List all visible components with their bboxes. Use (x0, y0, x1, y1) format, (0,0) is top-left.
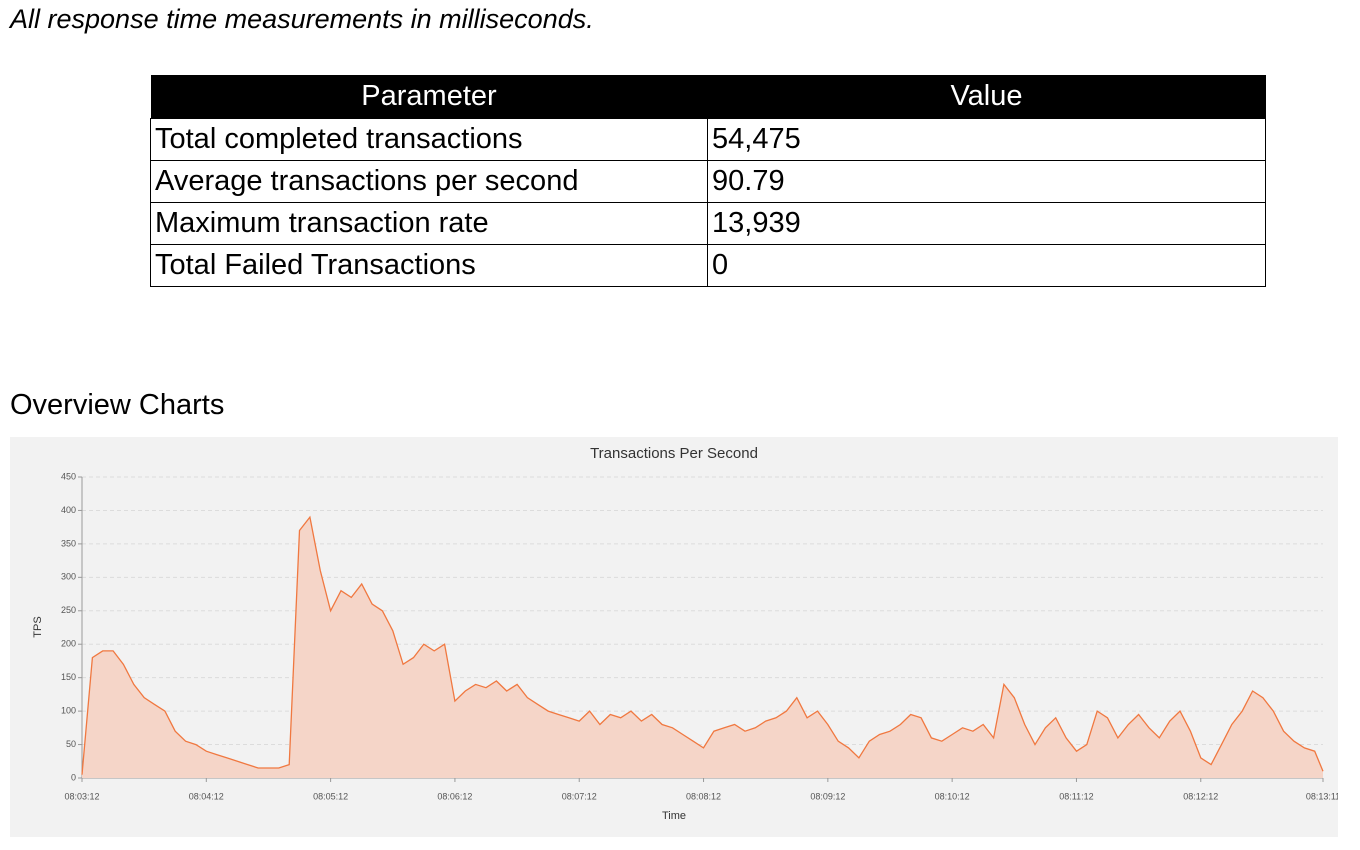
area (82, 517, 1323, 778)
cell: 13,939 (707, 202, 1266, 245)
x-tick-label: 08:07:12 (562, 791, 597, 801)
x-tick-label: 08:09:12 (810, 791, 845, 801)
cell: Total completed transactions (150, 118, 708, 161)
y-tick-label: 200 (61, 639, 76, 649)
cell: Maximum transaction rate (150, 202, 708, 245)
row: Maximum transaction rate 13,939 (150, 202, 1266, 245)
chart: Transactions Per Second Time TPS 0 50 100 1… (10, 437, 1338, 837)
note: All response time measurements in millis… (10, 4, 594, 34)
x-tick-label: 08:04:12 (189, 791, 224, 801)
cell: Total Failed Transactions (150, 244, 708, 287)
x-tick-label: 08:12:12 (1183, 791, 1218, 801)
y-tick-label: 450 (61, 471, 76, 481)
x-tick-label: 08:08:12 (686, 791, 721, 801)
y-tick-label: 250 (61, 605, 76, 615)
cell: 0 (707, 244, 1266, 287)
section-title: Overview Charts (10, 389, 225, 421)
line (81, 515, 1324, 775)
y-tick-label: 150 (61, 672, 76, 682)
summary-table: Parameter Value Total completed transact… (150, 75, 1266, 287)
cell: 90.79 (707, 160, 1266, 203)
x-tick-label: 08:13:11 (1306, 791, 1338, 801)
row: Total completed transactions 54,475 (150, 118, 1266, 161)
header-row: Parameter Value (150, 75, 1266, 119)
x-tick-label: 08:03:12 (64, 791, 99, 801)
y-tick-label: 100 (61, 705, 76, 715)
y-tick-label: 0 (71, 772, 76, 782)
cell: 54,475 (707, 118, 1266, 161)
row: Total Failed Transactions 0 (150, 244, 1266, 287)
chart-title: Transactions Per Second (590, 445, 758, 462)
x-axis-label: Time (662, 810, 686, 822)
column-header: Parameter (150, 75, 708, 119)
x-tick-label: 08:11:12 (1059, 791, 1093, 801)
x-tick-label: 08:05:12 (313, 791, 348, 801)
row: Average transactions per second 90.79 (150, 160, 1266, 203)
y-tick-label: 50 (66, 739, 76, 749)
column-header: Value (707, 75, 1266, 119)
y-tick-label: 350 (61, 538, 76, 548)
y-tick-label: 300 (61, 572, 76, 582)
x-tick-label: 08:10:12 (935, 791, 970, 801)
y-tick-label: 400 (61, 505, 76, 515)
x-tick-label: 08:06:12 (437, 791, 472, 801)
y-axis-label: TPS (32, 616, 44, 637)
cell: Average transactions per second (150, 160, 708, 203)
